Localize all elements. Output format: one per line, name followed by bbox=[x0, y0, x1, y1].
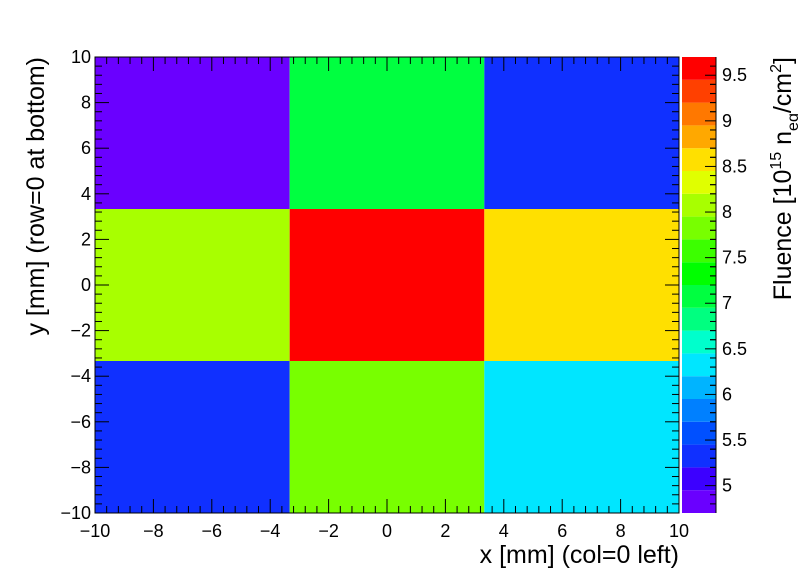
palette-band bbox=[682, 467, 716, 491]
z-tick-label: 6 bbox=[722, 384, 732, 404]
x-tick-label: 10 bbox=[669, 521, 689, 541]
y-tick-label: 10 bbox=[71, 47, 91, 67]
y-axis-title: y [mm] (row=0 at bottom) bbox=[22, 57, 50, 336]
z-axis-title: Fluence [1015 neq/cm2] bbox=[768, 57, 798, 300]
heatmap-cell bbox=[95, 360, 290, 513]
heatmap-cells bbox=[95, 57, 679, 513]
heatmap-cell bbox=[289, 360, 485, 513]
x-tick-label: 2 bbox=[440, 521, 450, 541]
palette-band bbox=[682, 216, 716, 240]
z-tick-label: 7.5 bbox=[722, 248, 747, 268]
palette-band bbox=[682, 307, 716, 331]
palette-band bbox=[682, 57, 716, 80]
palette-band bbox=[682, 171, 716, 194]
z-tick-label: 8.5 bbox=[722, 156, 747, 176]
y-tick-label: −6 bbox=[70, 412, 91, 432]
palette-band bbox=[682, 399, 716, 422]
palette-band bbox=[682, 490, 716, 513]
palette-band bbox=[682, 148, 716, 171]
palette-band bbox=[682, 262, 716, 285]
heatmap-cell bbox=[289, 209, 485, 361]
x-tick-label: −2 bbox=[318, 521, 339, 541]
y-tick-label: −4 bbox=[70, 366, 91, 386]
x-tick-label: −10 bbox=[80, 521, 111, 541]
x-tick-label: −4 bbox=[260, 521, 281, 541]
z-tick-label: 5.5 bbox=[722, 430, 747, 450]
heatmap-cell bbox=[484, 360, 679, 513]
palette-band bbox=[682, 444, 716, 468]
z-tick-label: 8 bbox=[722, 202, 732, 222]
z-tick-label: 6.5 bbox=[722, 339, 747, 359]
heatmap-cell bbox=[95, 57, 290, 210]
z-axis-title-prefix: Fluence [10 bbox=[769, 170, 797, 301]
palette-band bbox=[682, 102, 716, 126]
palette-band bbox=[682, 421, 716, 445]
z-axis-title-unit: n bbox=[769, 131, 797, 152]
z-tick-label: 9 bbox=[722, 111, 732, 131]
heatmap-cell bbox=[484, 57, 679, 210]
heatmap-cell bbox=[95, 209, 290, 361]
x-tick-label: 4 bbox=[499, 521, 509, 541]
z-axis-title-area: /cm bbox=[769, 73, 797, 113]
x-tick-label: −8 bbox=[143, 521, 164, 541]
y-tick-label: 6 bbox=[81, 138, 91, 158]
palette-band bbox=[682, 239, 716, 263]
palette-band bbox=[682, 330, 716, 354]
heatmap-cell bbox=[484, 209, 679, 361]
z-tick-label: 9.5 bbox=[722, 65, 747, 85]
x-axis-title: x [mm] (col=0 left) bbox=[480, 541, 679, 569]
z-tick-label: 7 bbox=[722, 293, 732, 313]
y-tick-label: 2 bbox=[81, 229, 91, 249]
z-axis-title-area-superscript: 2 bbox=[768, 64, 785, 73]
y-tick-label: −10 bbox=[60, 503, 91, 523]
palette-band bbox=[682, 353, 716, 377]
z-tick-label: 5 bbox=[722, 476, 732, 496]
y-tick-label: 8 bbox=[81, 93, 91, 113]
axis-ticks: −10 −8 −6 −4 −2 0 2 4 6 8 10 −10 −8 −6 −4 −2 0 2 4 6 8 10 bbox=[60, 47, 689, 541]
palette-band bbox=[682, 193, 716, 217]
palette-band bbox=[682, 125, 716, 149]
x-tick-label: 0 bbox=[382, 521, 392, 541]
y-tick-label: −2 bbox=[70, 321, 91, 341]
palette-band bbox=[682, 285, 716, 308]
heatmap-cell bbox=[289, 57, 485, 210]
palette-band bbox=[682, 79, 716, 103]
color-palette: 5 5.5 6 6.5 7 7.5 8 8.5 9 9.5 bbox=[682, 57, 747, 513]
z-axis-title-exponent: 15 bbox=[768, 152, 785, 170]
x-tick-label: 8 bbox=[616, 521, 626, 541]
y-tick-label: 0 bbox=[81, 275, 91, 295]
z-axis-title-unit-subscript: eq bbox=[785, 113, 798, 131]
x-tick-label: 6 bbox=[557, 521, 567, 541]
x-tick-label: −6 bbox=[202, 521, 223, 541]
y-tick-label: 4 bbox=[81, 184, 91, 204]
palette-band bbox=[682, 376, 716, 399]
z-axis-title-close: ] bbox=[769, 57, 797, 64]
y-tick-label: −8 bbox=[70, 457, 91, 477]
